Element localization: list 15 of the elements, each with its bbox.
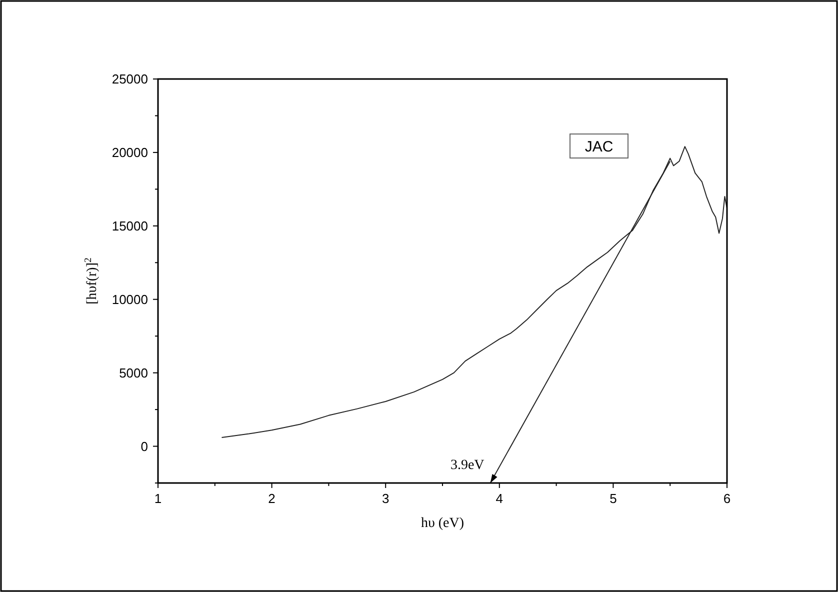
y-tick-label: 0	[140, 438, 148, 454]
x-tick-label: 4	[496, 491, 504, 506]
x-tick-label: 2	[268, 491, 276, 506]
y-tick-label: 10000	[112, 292, 148, 307]
x-tick-label: 1	[154, 491, 162, 506]
x-tick-label: 5	[610, 491, 617, 506]
x-tick-label: 3	[382, 491, 390, 506]
y-tick-label: 25000	[112, 72, 148, 87]
annotation: JAC	[584, 138, 614, 156]
y-tick-label: 15000	[112, 218, 148, 234]
x-tick-label: 6	[723, 491, 731, 506]
annotation: 3.9eV	[450, 458, 484, 473]
x-axis-title: hυ (eV)	[420, 516, 464, 531]
y-tick-label: 5000	[119, 365, 148, 380]
y-tick-label: 20000	[112, 145, 148, 160]
